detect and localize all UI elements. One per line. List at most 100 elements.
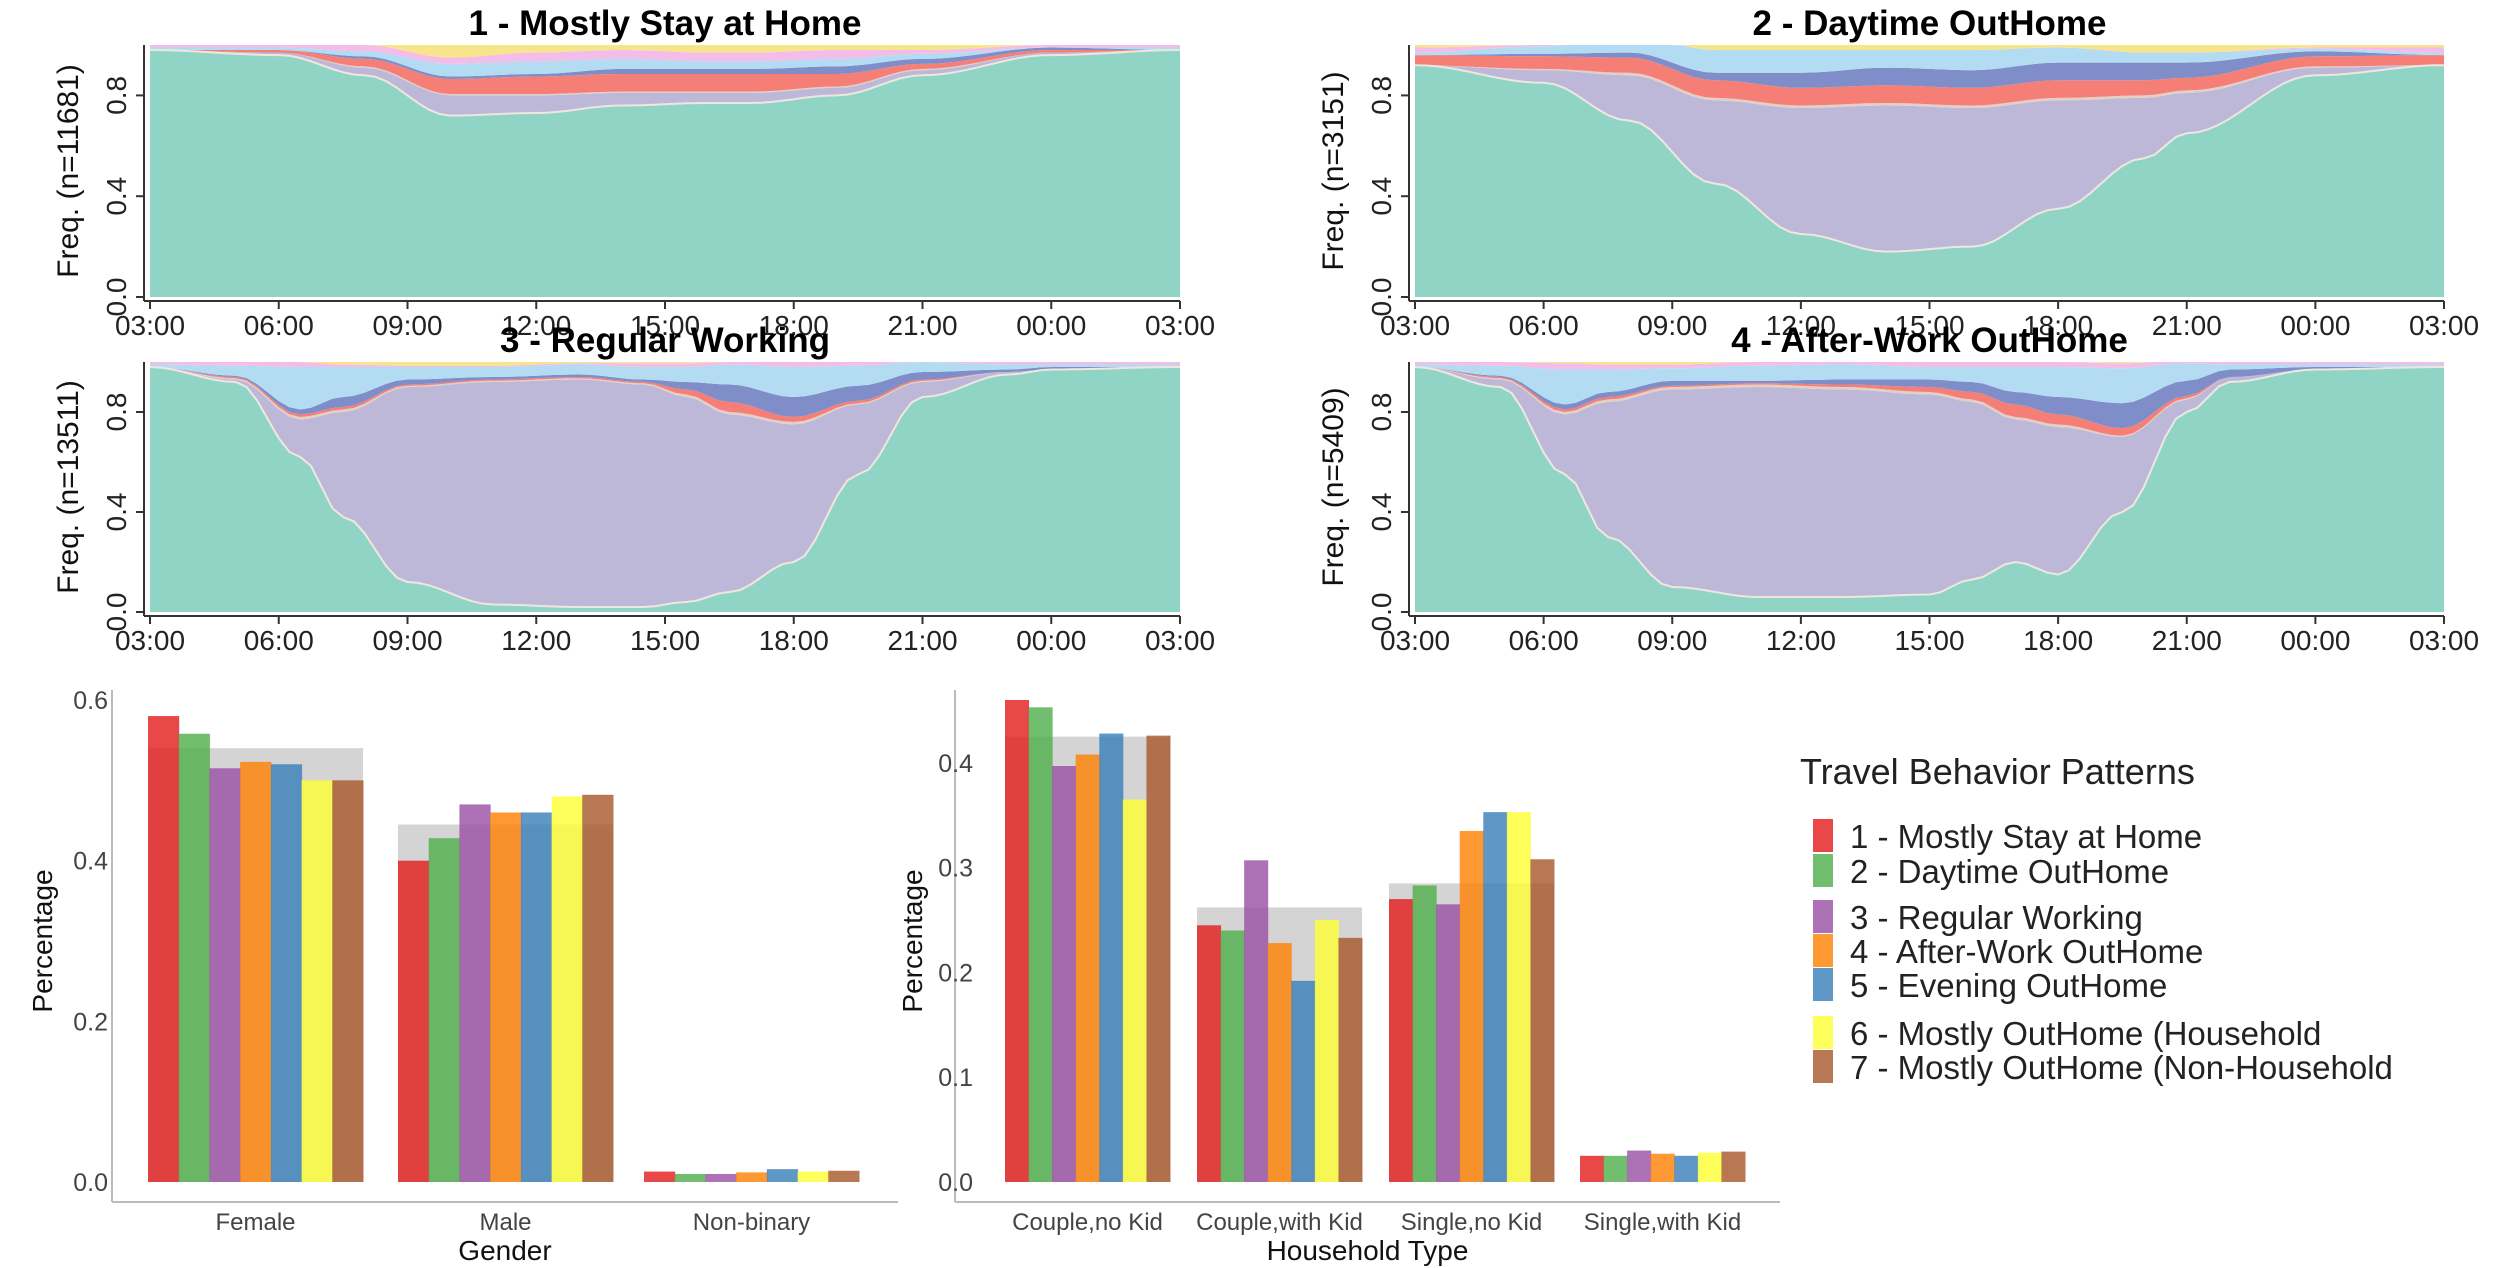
y-tick-label: 0.8 (1366, 393, 1397, 432)
y-axis-label: Freq. (n=11681) (52, 64, 85, 278)
bar-5-couple-no-kid (1099, 733, 1124, 1182)
legend-label-7: 7 - Mostly OutHome (Non-Household (1850, 1049, 2393, 1086)
legend-label-4: 4 - After-Work OutHome (1850, 933, 2203, 970)
legend: Travel Behavior Patterns 1 - Mostly Stay… (1800, 751, 2393, 1086)
bar-5-single-with-kid (1674, 1155, 1699, 1182)
bar-1-non-binary (644, 1171, 676, 1182)
area-panel-1: 0.0 0.4 0.8 03:00 06:00 09:00 12:00 15:00 18:00 2… (52, 4, 1215, 341)
y-tick-label: 0.0 (101, 593, 132, 632)
bar-1-single-no-kid (1389, 899, 1414, 1182)
y-tick-label: 0.4 (101, 177, 132, 216)
bar-panels: 0.0 0.2 0.4 0.6 Female Male Non-binary Gender Pe… (27, 687, 1780, 1266)
x-tick-label: 06:00 (244, 625, 314, 656)
y-axis-label: Freq. (n=13511) (52, 380, 85, 594)
bar-7-non-binary (828, 1170, 860, 1182)
x-tick-label: 12:00 (501, 310, 571, 341)
x-tick-label: 00:00 (2280, 310, 2350, 341)
x-tick-label: 03:00 (2409, 310, 2479, 341)
area-layer-4 (150, 50, 1180, 95)
bar-1-single-with-kid (1580, 1155, 1605, 1182)
x-tick-label: 06:00 (244, 310, 314, 341)
area-layer-top (1415, 45, 2444, 53)
legend-label-3: 3 - Regular Working (1850, 899, 2143, 936)
y-tick-label: 0.2 (938, 959, 973, 987)
x-tick-label: 03:00 (1145, 310, 1215, 341)
area-boundary (149, 366, 1180, 608)
x-tick-label: 09:00 (372, 310, 442, 341)
area-layer-top (1415, 362, 2444, 365)
area-layer-top (150, 45, 1180, 58)
bar-6-single-with-kid (1697, 1152, 1722, 1182)
x-tick-label: 06:00 (1509, 310, 1579, 341)
y-tick-label: 0.1 (938, 1064, 973, 1092)
area-panels: 0.0 0.4 0.8 03:00 06:00 09:00 12:00 15:00 18:00 2… (52, 4, 2479, 656)
y-tick-label: 0.4 (1366, 177, 1397, 216)
area-layer-6 (1415, 363, 2444, 405)
bar-3-female (209, 768, 241, 1182)
bar-6-couple-with-kid (1314, 920, 1339, 1182)
x-tick-label: 12:00 (501, 625, 571, 656)
area-boundary (1414, 366, 2444, 598)
x-tick-label: 03:00 (1380, 625, 1450, 656)
x-axis-label: Household Type (1267, 1235, 1469, 1266)
bar-6-female (301, 780, 333, 1182)
bar-6-couple-no-kid (1122, 799, 1147, 1182)
legend-swatch-3 (1813, 900, 1833, 933)
x-tick-label: 18:00 (2023, 310, 2093, 341)
bar-5-female (270, 764, 303, 1182)
x-tick-label: 15:00 (1894, 625, 1964, 656)
bar-2-couple-with-kid (1220, 930, 1245, 1182)
x-tick-label: 15:00 (1894, 310, 1964, 341)
y-tick-label: 0.6 (73, 687, 108, 715)
legend-label-6: 6 - Mostly OutHome (Household (1850, 1015, 2321, 1052)
area-layer-1 (1415, 367, 2444, 612)
x-tick-label: 03:00 (1380, 310, 1450, 341)
area-layer-5 (1415, 51, 2444, 88)
x-tick-label: 09:00 (1637, 625, 1707, 656)
bar-4-single-no-kid (1459, 830, 1484, 1182)
y-axis-label: Freq. (n=3151) (1317, 71, 1350, 270)
bar-2-male (428, 838, 460, 1182)
bar-4-female (240, 761, 272, 1182)
x-tick-label: 03:00 (1145, 625, 1215, 656)
bar-6-single-no-kid (1506, 812, 1531, 1182)
x-tick-label: 00:00 (1016, 625, 1086, 656)
area-layer-6 (1415, 45, 2444, 73)
bar-4-couple-with-kid (1267, 943, 1292, 1182)
bar-5-non-binary (766, 1169, 799, 1182)
x-tick-label: 21:00 (2152, 310, 2222, 341)
bar-5-couple-with-kid (1291, 980, 1316, 1182)
bar-3-single-with-kid (1627, 1150, 1652, 1182)
legend-swatch-2 (1813, 854, 1833, 887)
category-label: Female (215, 1209, 295, 1236)
bar-7-male (582, 794, 614, 1182)
area-layer-1 (1415, 65, 2444, 297)
area-panel-4: 0.0 0.4 0.8 03:00 06:00 09:00 12:00 15:00 18:00 2… (1317, 321, 2479, 656)
bar-3-non-binary (705, 1173, 737, 1182)
area-layer-3 (1415, 65, 2444, 108)
y-axis-label: Freq. (n=5409) (1317, 387, 1350, 586)
x-tick-label: 09:00 (1637, 310, 1707, 341)
y-tick-label: 0.4 (73, 848, 108, 876)
x-tick-label: 18:00 (759, 310, 829, 341)
bar-7-female (332, 780, 364, 1182)
area-boundary (149, 49, 1181, 117)
area-layer-7 (1415, 45, 2444, 53)
y-tick-label: 0.3 (938, 855, 973, 883)
legend-label-1: 1 - Mostly Stay at Home (1850, 818, 2202, 855)
category-label: Single,no Kid (1401, 1209, 1542, 1236)
x-tick-label: 03:00 (115, 310, 185, 341)
y-tick-label: 0.0 (101, 278, 132, 317)
x-tick-label: 09:00 (372, 625, 442, 656)
bar-4-non-binary (736, 1172, 768, 1182)
area-layer-1 (150, 50, 1180, 297)
legend-swatch-5 (1813, 968, 1833, 1001)
x-tick-label: 00:00 (1016, 310, 1086, 341)
category-label: Male (479, 1209, 531, 1236)
x-tick-label: 18:00 (2023, 625, 2093, 656)
x-tick-label: 12:00 (1766, 625, 1836, 656)
y-axis-label: Percentage (27, 869, 58, 1012)
y-tick-label: 0.8 (101, 393, 132, 432)
